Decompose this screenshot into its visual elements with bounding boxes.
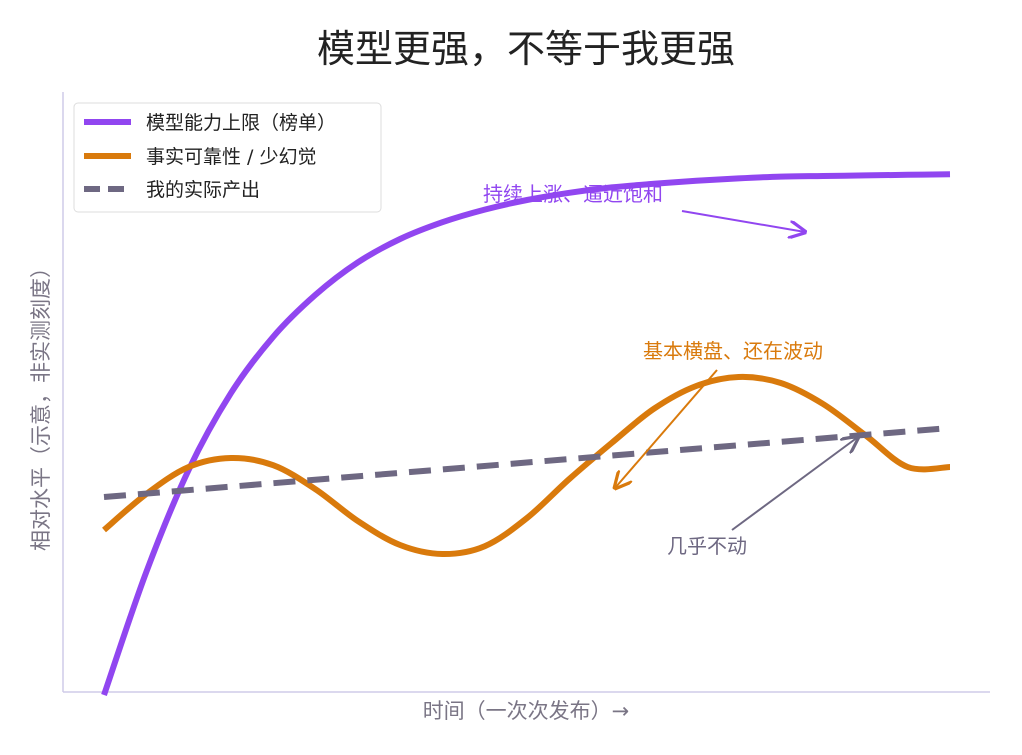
- chart-title: 模型更强，不等于我更强: [317, 27, 735, 71]
- annotation-factual-reliability: 基本横盘、还在波动: [615, 339, 823, 488]
- annotation-text: 持续上涨、逼近饱和: [483, 182, 663, 206]
- legend-label: 我的实际产出: [146, 179, 260, 201]
- x-axis-label: 时间（一次次发布）→: [423, 699, 630, 723]
- annotation-my-output: 几乎不动: [667, 437, 858, 558]
- series-line-factual-reliability: [102, 373, 951, 558]
- legend-item-my-output: 我的实际产出: [84, 179, 260, 201]
- annotation-text: 几乎不动: [667, 534, 747, 558]
- legend-label: 模型能力上限（榜单）: [146, 112, 336, 134]
- annotation-arrow: [681, 210, 805, 232]
- legend: 模型能力上限（榜单） 事实可靠性 / 少幻觉 我的实际产出: [73, 102, 382, 213]
- series-line-my-output: [103, 425, 951, 500]
- annotation-model-ceiling: 持续上涨、逼近饱和: [483, 182, 805, 232]
- legend-item-model-ceiling: 模型能力上限（榜单）: [84, 112, 336, 134]
- series-line-model-ceiling: [101, 171, 951, 696]
- annotation-text: 基本横盘、还在波动: [643, 339, 823, 363]
- y-axis-label: 相对水平（示意，非实测刻度）: [29, 257, 53, 551]
- legend-label: 事实可靠性 / 少幻觉: [146, 146, 316, 168]
- legend-frame: [73, 102, 382, 213]
- legend-item-factual-reliability: 事实可靠性 / 少幻觉: [84, 146, 316, 168]
- annotation-arrow: [615, 369, 718, 488]
- annotation-arrow: [731, 437, 858, 531]
